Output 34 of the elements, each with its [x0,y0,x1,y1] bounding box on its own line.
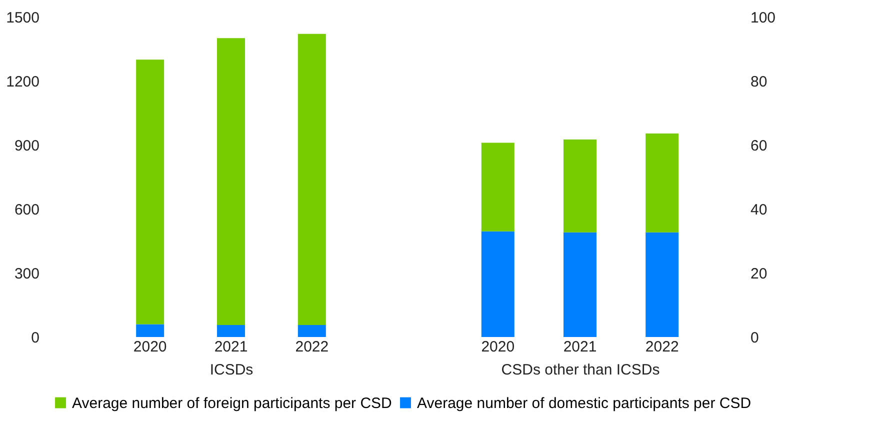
y2-tick-label: 20 [750,266,768,282]
y2-tick-label: 80 [750,74,768,90]
x-tick-label: 2022 [645,338,679,356]
y-tick-label: 1500 [6,10,40,26]
y-tick-label: 900 [14,138,40,154]
bar [217,38,245,326]
y2-tick-label: 60 [750,138,768,154]
y2-tick-label: 100 [750,10,776,26]
x-axis-title: CSDs other than ICSDs [501,362,660,378]
legend-label: Average number of foreign participants per CSD [72,394,392,412]
bar [298,34,326,326]
bar [481,231,514,337]
y-tick-label: 600 [14,202,40,218]
bar [217,325,245,337]
bar [481,142,514,232]
bar [564,140,596,232]
y2-tick-label: 40 [750,202,768,218]
bar [564,232,596,337]
bar [136,324,164,337]
x-tick-label: 2021 [214,338,248,356]
y-tick-label: 1200 [6,74,40,90]
bar [298,325,326,337]
x-tick-label: 2022 [295,338,329,356]
x-tick-label: 2020 [133,338,167,356]
bar [136,60,164,324]
y-tick-label: 300 [14,266,40,282]
bar [646,133,679,232]
x-tick-label: 2020 [481,338,515,356]
y2-tick-label: 0 [750,330,759,346]
bar [646,232,679,337]
x-axis-title: ICSDs [210,362,254,378]
x-tick-label: 2021 [563,338,597,356]
y-tick-label: 0 [31,330,40,346]
legend-label: Average number of domestic participants per CSD [417,394,752,412]
